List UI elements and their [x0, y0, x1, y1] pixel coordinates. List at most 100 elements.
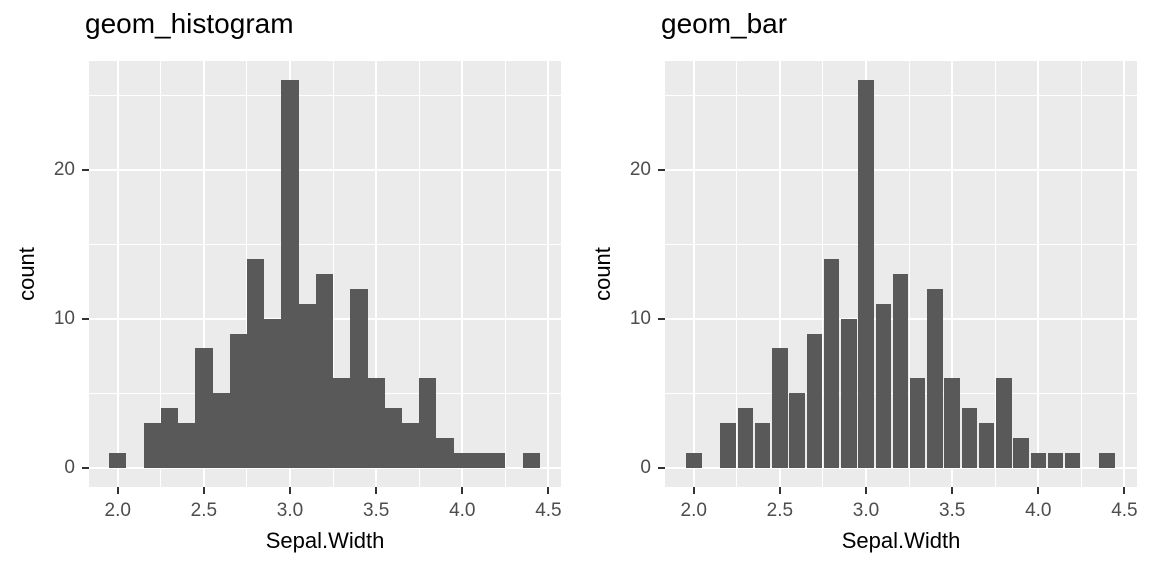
- major-gridline-y: [665, 168, 1137, 171]
- minor-gridline-y: [89, 94, 561, 96]
- bar-x3.7: [978, 422, 995, 468]
- minor-gridline-x: [418, 61, 420, 487]
- major-gridline-x: [202, 61, 205, 487]
- y-tick-label: 10: [629, 307, 651, 329]
- major-gridline-x: [375, 61, 378, 487]
- y-tick-label: 10: [53, 307, 75, 329]
- y-tick-mark: [82, 168, 89, 171]
- y-tick-mark: [82, 466, 89, 469]
- major-gridline-x: [461, 61, 464, 487]
- histogram-bar-x2: [109, 452, 127, 468]
- histogram-bar-x2.7: [229, 333, 247, 468]
- bar-x2.8: [823, 259, 840, 468]
- histogram-bar-x3.8: [419, 378, 437, 468]
- x-tick-mark: [461, 487, 464, 494]
- y-tick-mark: [658, 168, 665, 171]
- x-tick-mark: [289, 487, 292, 494]
- major-gridline-y: [665, 466, 1137, 469]
- minor-gridline-x: [332, 61, 334, 487]
- histogram-bar-x3.1: [298, 303, 316, 468]
- plot-title: geom_bar: [661, 8, 788, 39]
- x-tick-label: 4.5: [535, 500, 562, 521]
- bar-x3.5: [944, 378, 960, 468]
- bar-x2.4: [754, 422, 771, 468]
- x-tick-mark: [778, 487, 781, 494]
- bar-x3.6: [961, 408, 978, 468]
- bar-x2.3: [737, 408, 754, 468]
- histogram-figure: geom_histogram count Sepal.Width 2.0 2.5 3…: [14, 8, 562, 553]
- y-tick-label: 20: [53, 158, 75, 180]
- histogram-bar-x2.5: [195, 348, 213, 468]
- x-tick-mark: [1123, 487, 1126, 494]
- major-gridline-x: [951, 61, 954, 487]
- x-tick-label: 4.0: [1025, 500, 1052, 521]
- x-tick-label: 3.5: [938, 500, 966, 521]
- bar-x2.5: [772, 348, 788, 468]
- bar-x2.9: [841, 318, 857, 468]
- minor-gridline-y: [665, 94, 1137, 96]
- bar-x2: [686, 452, 702, 468]
- histogram-bar-x2.8: [246, 259, 265, 468]
- y-tick-mark: [658, 317, 665, 320]
- x-tick-mark: [692, 487, 695, 494]
- bar-x3.4: [927, 288, 943, 468]
- minor-gridline-x: [736, 61, 738, 487]
- major-gridline-y: [89, 466, 561, 469]
- major-gridline-x: [547, 61, 550, 487]
- minor-gridline-y: [665, 243, 1137, 245]
- bar-x3.8: [996, 378, 1012, 468]
- x-tick-label: 2.5: [766, 500, 794, 521]
- minor-gridline-x: [822, 61, 824, 487]
- y-axis-title: count: [14, 247, 39, 301]
- y-tick-label: 20: [629, 158, 651, 180]
- y-tick-mark: [658, 466, 665, 469]
- y-axis-title: count: [590, 247, 615, 301]
- minor-gridline-x: [160, 61, 162, 487]
- histogram-bar-x2.2: [143, 422, 161, 468]
- bar-x4.2: [1064, 452, 1081, 468]
- x-tick-mark: [547, 487, 550, 494]
- histogram-bar-x3.9: [436, 437, 454, 468]
- plot-title: geom_histogram: [85, 8, 294, 39]
- major-gridline-x: [692, 61, 695, 487]
- minor-gridline-x: [994, 61, 996, 487]
- bar-x3.1: [875, 303, 891, 468]
- bar-chart-figure: geom_bar count Sepal.Width 2.0 2.5 3.0 3.5 4…: [576, 0, 1152, 576]
- x-tick-label: 4.5: [1111, 500, 1138, 521]
- bar-x4: [1030, 452, 1047, 468]
- bar-x4.4: [1099, 452, 1115, 468]
- x-tick-mark: [202, 487, 205, 494]
- plot-panel: [665, 61, 1137, 487]
- histogram-bar-x3: [281, 80, 299, 468]
- x-tick-mark: [1037, 487, 1040, 494]
- histogram-bar-x4.2: [488, 452, 506, 468]
- x-tick-mark: [116, 487, 119, 494]
- bar-x3.9: [1013, 437, 1029, 468]
- y-tick-label: 0: [64, 456, 75, 478]
- bar-x3.3: [909, 378, 926, 468]
- x-tick-mark: [865, 487, 868, 494]
- bar-x2.6: [789, 393, 805, 468]
- x-tick-label: 4.0: [449, 500, 476, 521]
- histogram-bar-x2.9: [264, 318, 282, 468]
- histogram-bar-x3.6: [384, 408, 402, 468]
- major-gridline-x: [1123, 61, 1126, 487]
- histogram-bar-x2.3: [160, 408, 179, 468]
- histogram-bar-x2.4: [178, 422, 196, 468]
- histogram-bar-x3.3: [333, 378, 351, 468]
- x-tick-label: 3.5: [362, 500, 390, 521]
- x-tick-label: 2.5: [190, 500, 218, 521]
- histogram-bar-x2.6: [212, 393, 230, 468]
- histogram-bar-x3.2: [315, 274, 334, 468]
- bar-x4.1: [1047, 452, 1064, 468]
- x-tick-mark: [951, 487, 954, 494]
- x-tick-mark: [375, 487, 378, 494]
- major-gridline-x: [778, 61, 781, 487]
- minor-gridline-x: [504, 61, 506, 487]
- major-gridline-x: [1037, 61, 1040, 487]
- y-tick-mark: [82, 317, 89, 320]
- y-tick-label: 0: [640, 456, 651, 478]
- x-axis-title: Sepal.Width: [265, 528, 385, 553]
- major-gridline-x: [116, 61, 119, 487]
